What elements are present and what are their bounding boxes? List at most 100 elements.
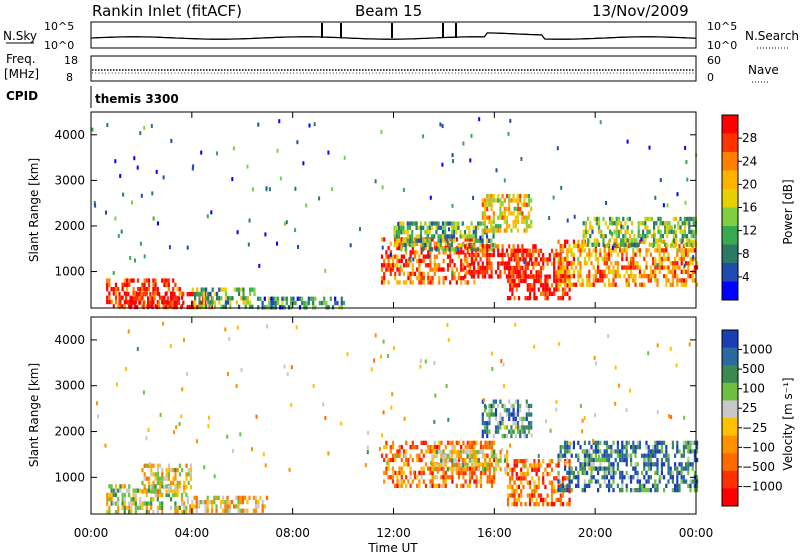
heatmap-cell: [448, 221, 451, 226]
heatmap-cell: [488, 440, 491, 445]
heatmap-cell: [180, 510, 184, 515]
heatmap-cell: [519, 433, 522, 439]
heatmap-cell: [575, 466, 578, 471]
heatmap-cell: [422, 280, 425, 285]
heatmap-cell: [684, 145, 687, 150]
heatmap-cell: [418, 267, 421, 272]
heatmap-cell: [172, 489, 175, 494]
heatmap-cell: [561, 480, 565, 485]
heatmap-cell: [394, 276, 397, 281]
heatmap-cell: [233, 504, 236, 509]
colorbar-swatch: [722, 263, 738, 282]
heatmap-cell: [285, 296, 288, 301]
heatmap-cell: [428, 221, 431, 226]
heatmap-cell: [526, 283, 529, 288]
heatmap-cell: [426, 242, 429, 248]
heatmap-cell: [470, 261, 473, 266]
heatmap-cell: [508, 257, 511, 262]
heatmap-cell: [162, 296, 165, 301]
heatmap-cell: [605, 252, 608, 257]
heatmap-cell: [617, 221, 620, 226]
heatmap-cell: [415, 221, 418, 226]
heatmap-cell: [207, 424, 210, 429]
heatmap-cell: [482, 470, 485, 476]
heatmap-cell: [660, 462, 663, 467]
heatmap-cell: [466, 225, 469, 230]
heatmap-cell: [688, 229, 691, 234]
heatmap-cell: [597, 278, 600, 283]
heatmap-cell: [228, 508, 231, 513]
heatmap-cell: [605, 201, 608, 205]
heatmap-cell: [166, 296, 169, 301]
heatmap-cell: [668, 229, 671, 234]
heatmap-cell: [122, 192, 125, 197]
heatmap-cell: [449, 250, 452, 255]
heatmap-cell: [588, 252, 591, 257]
heatmap-cell: [682, 252, 685, 257]
heatmap-cell: [206, 500, 209, 505]
heatmap-cell: [692, 234, 695, 239]
colorbar-swatch: [722, 152, 738, 171]
heatmap-cell: [444, 479, 447, 484]
heatmap-cell: [380, 276, 384, 281]
heatmap-cell: [136, 304, 139, 310]
heatmap-cell: [539, 283, 543, 288]
heatmap-cell: [444, 445, 447, 450]
heatmap-cell: [399, 264, 402, 269]
heatmap-cell: [519, 206, 522, 212]
heatmap-cell: [654, 440, 657, 445]
heatmap-cell: [478, 117, 481, 122]
heatmap-cell: [685, 440, 688, 445]
heatmap-cell: [667, 462, 670, 467]
heatmap-cell: [373, 358, 376, 363]
heatmap-cell: [503, 433, 506, 439]
heatmap-cell: [656, 449, 659, 454]
heatmap-cell: [252, 508, 255, 513]
heatmap-cell: [557, 239, 560, 244]
heatmap-cell: [152, 282, 155, 287]
heatmap-cell: [468, 470, 472, 476]
heatmap-cell: [488, 462, 491, 468]
heatmap-cell: [383, 237, 386, 242]
heatmap-cell: [533, 278, 536, 284]
heatmap-cell: [658, 265, 661, 270]
heatmap-cell: [128, 304, 131, 309]
heatmap-cell: [625, 282, 628, 287]
heatmap-cell: [460, 276, 463, 281]
heatmap-cell: [153, 292, 156, 297]
heatmap-cell: [527, 403, 531, 409]
heatmap-cell: [142, 300, 145, 305]
heatmap-cell: [242, 296, 245, 301]
heatmap-cell: [522, 459, 525, 464]
heatmap-cell: [488, 470, 491, 476]
heatmap-cell: [163, 282, 166, 287]
heatmap-cell: [112, 287, 115, 292]
heatmap-cell: [696, 265, 699, 270]
heatmap-cell: [610, 248, 613, 253]
heatmap-cell: [608, 252, 611, 257]
heatmap-cell: [446, 238, 449, 243]
heatmap-cell: [398, 479, 401, 484]
heatmap-cell: [167, 467, 170, 473]
colorbar-frame: [721, 329, 739, 507]
heatmap-cell: [156, 489, 159, 494]
heatmap-cell: [272, 305, 275, 310]
heatmap-cell: [110, 501, 113, 506]
heatmap-cell: [453, 449, 456, 455]
heatmap-cell: [418, 470, 421, 476]
heatmap-cell: [397, 238, 401, 243]
heatmap-cell: [561, 488, 564, 493]
heatmap-cell: [145, 287, 148, 292]
heatmap-cell: [637, 229, 640, 234]
heatmap-cell: [112, 291, 115, 296]
heatmap-cell: [408, 234, 412, 239]
heatmap-cell: [652, 462, 655, 467]
heatmap-cell: [602, 242, 605, 247]
heatmap-cell: [581, 429, 584, 434]
heatmap-cell: [91, 127, 94, 132]
heatmap-cell: [516, 244, 520, 249]
heatmap-cell: [147, 501, 151, 506]
x-tick-label: 16:00: [477, 526, 512, 540]
heatmap-cell: [396, 245, 399, 251]
heatmap-cell: [114, 282, 118, 287]
